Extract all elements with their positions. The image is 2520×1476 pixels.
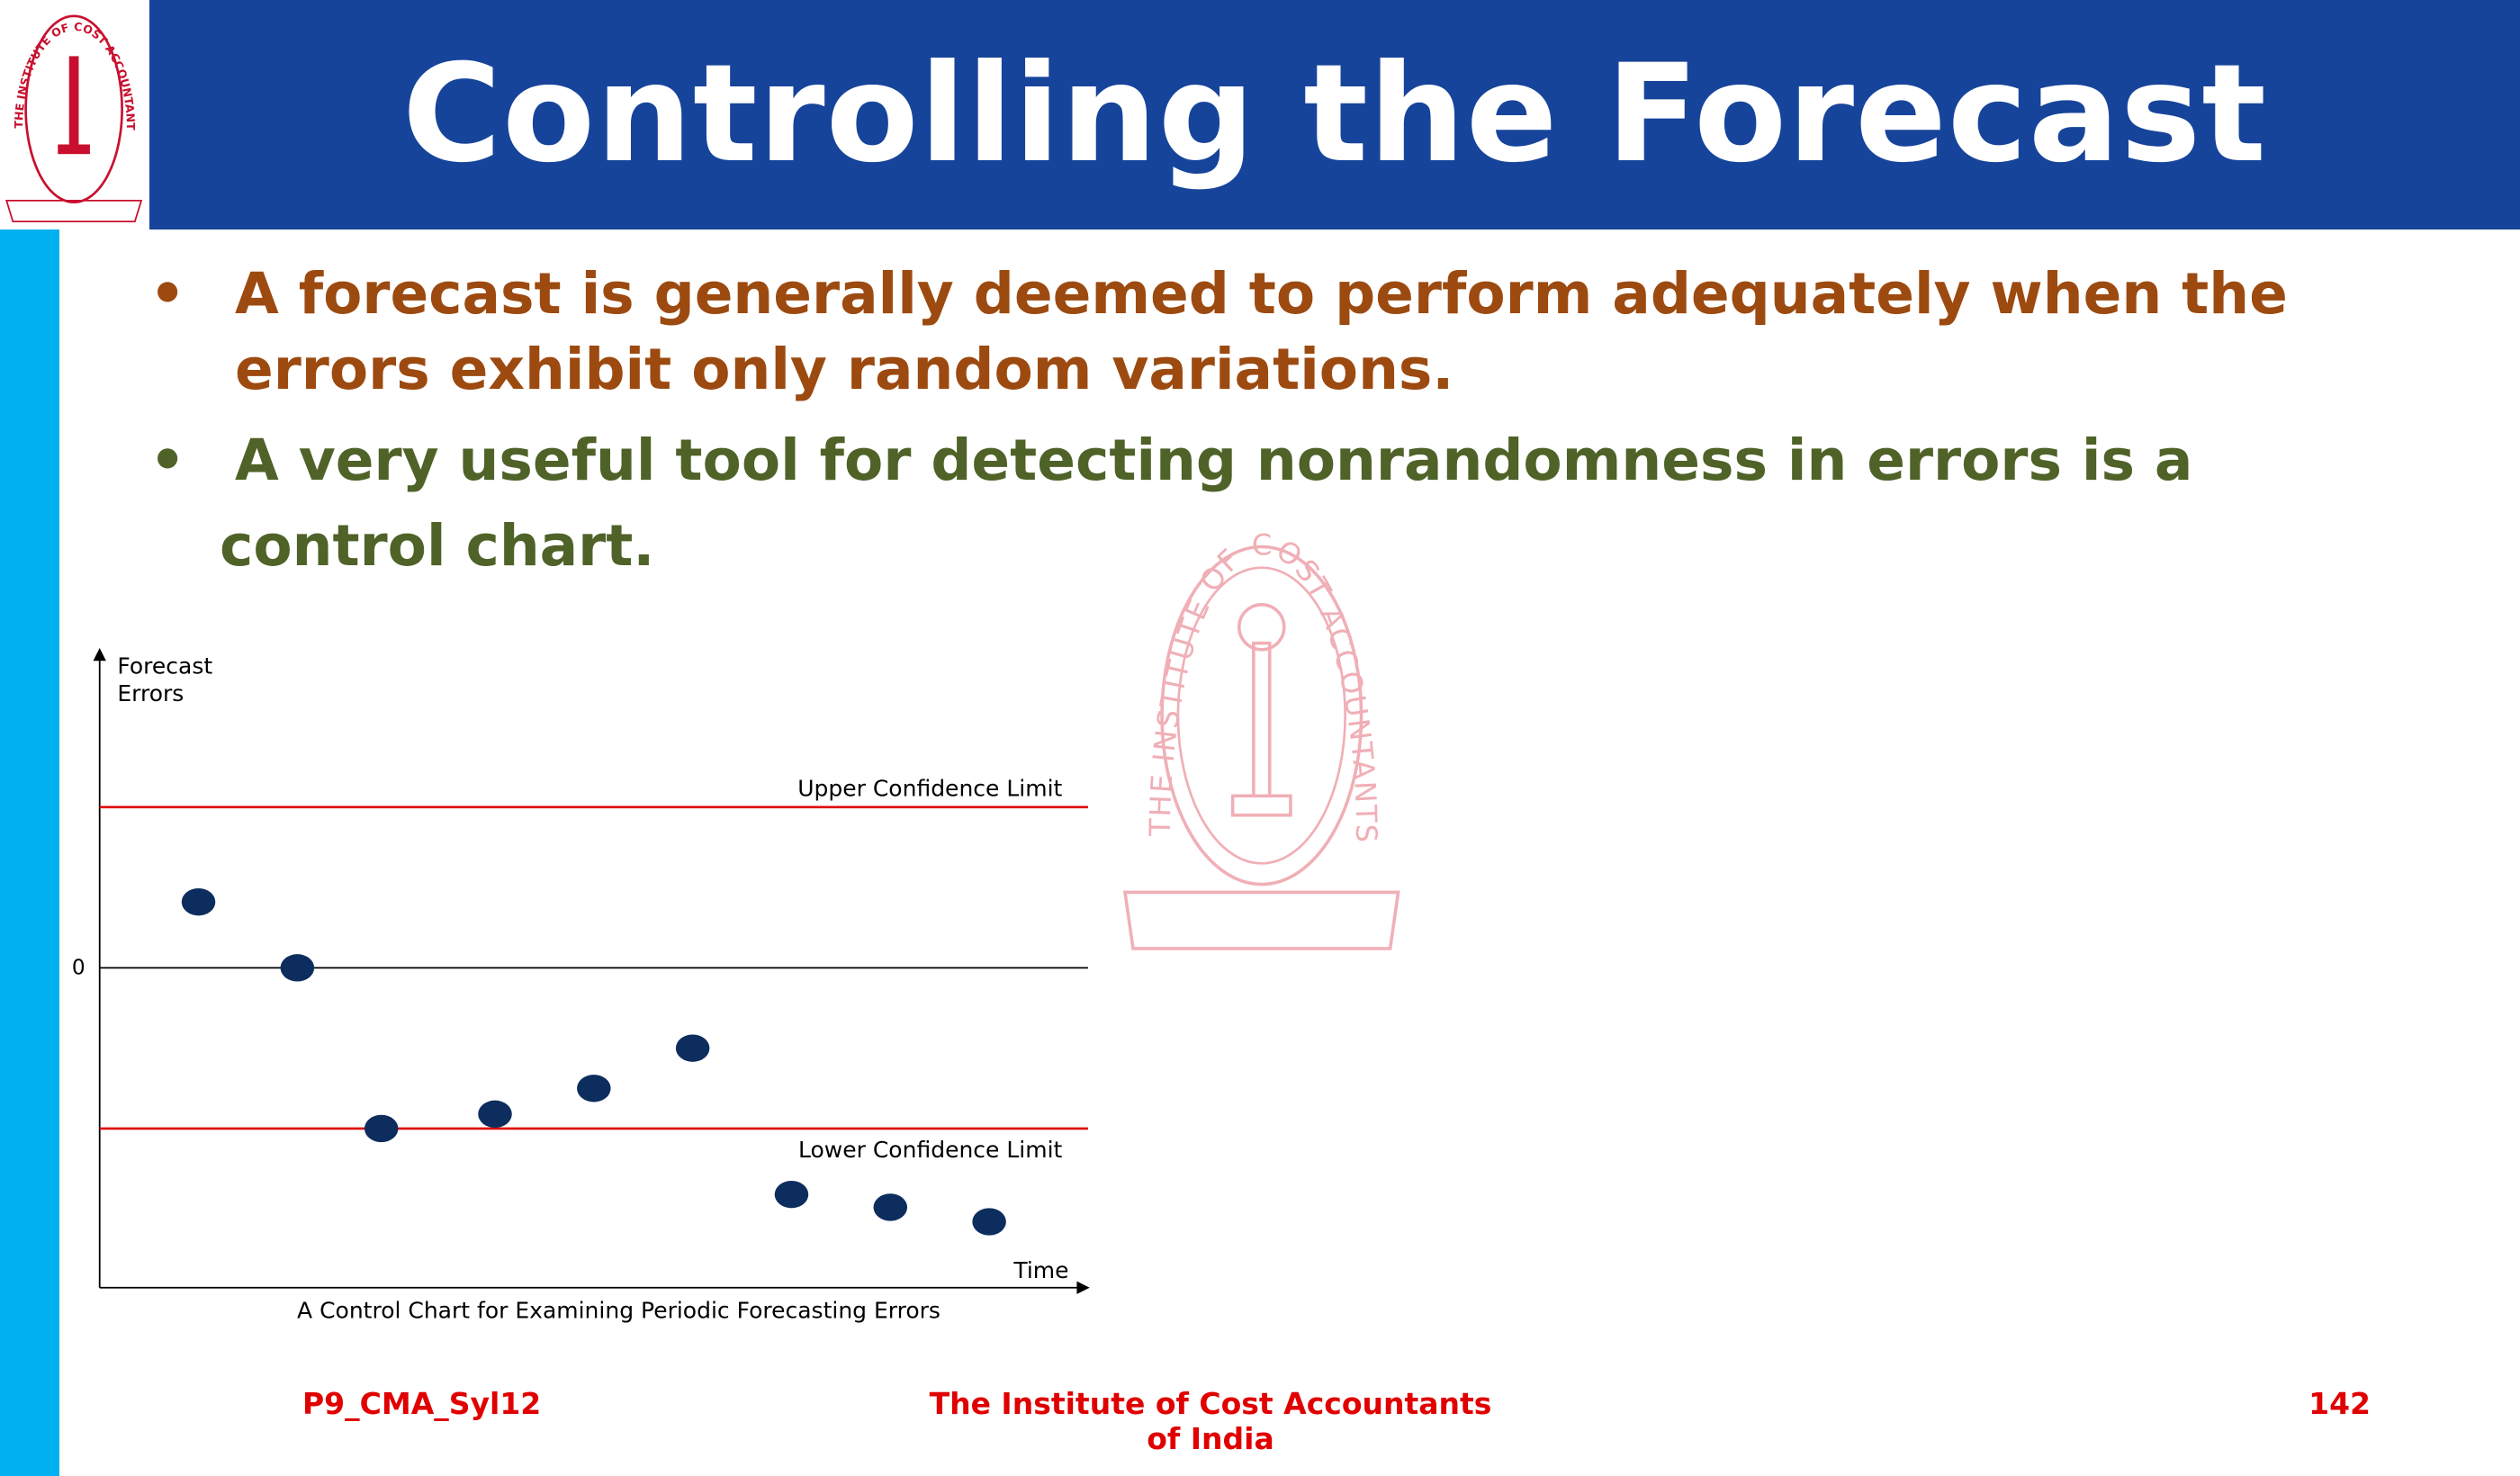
footer-center: The Institute of Cost Accountants of Ind… — [929, 1386, 1492, 1456]
point — [972, 1208, 1006, 1236]
point — [873, 1193, 908, 1221]
point — [478, 1100, 512, 1129]
limit-label: Lower Confidence Limit — [798, 1137, 1063, 1163]
limit-label: Upper Confidence Limit — [797, 775, 1062, 801]
point — [774, 1180, 809, 1209]
bullet-dot: • — [149, 261, 186, 327]
x-arrow — [1076, 1281, 1090, 1294]
point — [280, 954, 315, 982]
bullet-text: A forecast is generally deemed to perfor… — [235, 261, 2288, 402]
logo: THE INSTITUTE OF COST ACCOUNTANTS OF IND… — [0, 0, 143, 222]
bullet: • A very useful tool for detecting nonran… — [149, 423, 2413, 499]
y-label-box: Forecast Errors — [117, 654, 213, 708]
point — [181, 887, 216, 916]
point — [364, 1114, 399, 1143]
bullet-text: A very useful tool for detecting nonrand… — [235, 428, 2193, 493]
bullet-continuation: control chart. — [220, 513, 655, 579]
slide-title: Controlling the Forecast — [402, 36, 2267, 193]
y-label: Forecast Errors — [117, 654, 213, 708]
footer-left: P9_CMA_Syl12 — [302, 1386, 542, 1421]
chart-caption: A Control Chart for Examining Periodic F… — [297, 1298, 940, 1324]
bullet-dot: • — [149, 428, 186, 493]
side-strip — [0, 230, 59, 1476]
bullet: • A forecast is generally deemed to perfo… — [149, 256, 2413, 408]
x-label: Time — [1012, 1257, 1068, 1283]
y-tick-label: 0 — [72, 956, 86, 980]
header-band — [149, 0, 2520, 230]
point — [675, 1034, 710, 1062]
footer-right: 142 — [2308, 1386, 2371, 1421]
y-arrow — [93, 648, 106, 662]
point — [577, 1075, 611, 1102]
